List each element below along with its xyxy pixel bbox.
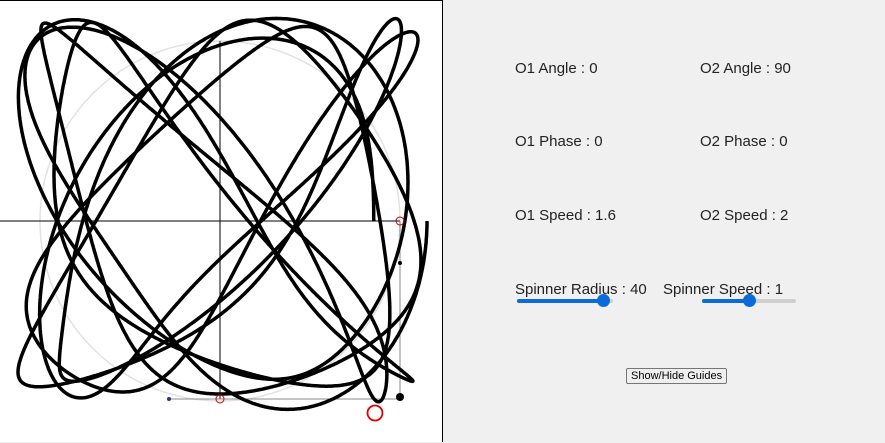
o2-angle-label: O2 Angle : 90 [700,60,791,77]
spinner-speed-label: Spinner Speed : 1 [663,281,784,298]
slider-fill [517,299,604,303]
oscillator-2-marker [215,394,225,404]
spinner-radius-label: Spinner Radius : 40 [515,281,647,298]
o1-angle-label: O1 Angle : 0 [515,60,598,77]
drawing-canvas [0,0,443,442]
spinner-speed-slider[interactable] [702,294,796,308]
guide-point-bottom [167,397,171,401]
o2-phase-label: O2 Phase : 0 [700,133,788,150]
slider-thumb[interactable] [597,294,611,307]
oscillator-1-marker [395,216,405,226]
spinner-circle [366,404,384,422]
harmonograph-plot [0,16,429,422]
o1-speed-label: O1 Speed : 1.6 [515,207,616,224]
slider-thumb[interactable] [743,294,756,307]
pen-point [396,393,404,401]
lissajous-curve [16,16,429,412]
spinner-radius-slider[interactable] [517,294,613,308]
curve-path [16,16,429,412]
o2-speed-label: O2 Speed : 2 [700,207,789,224]
guide-point-right [398,261,402,265]
show-hide-guides-button[interactable]: Show/Hide Guides [626,368,728,384]
slider-fill [702,299,749,303]
o1-phase-label: O1 Phase : 0 [515,133,603,150]
